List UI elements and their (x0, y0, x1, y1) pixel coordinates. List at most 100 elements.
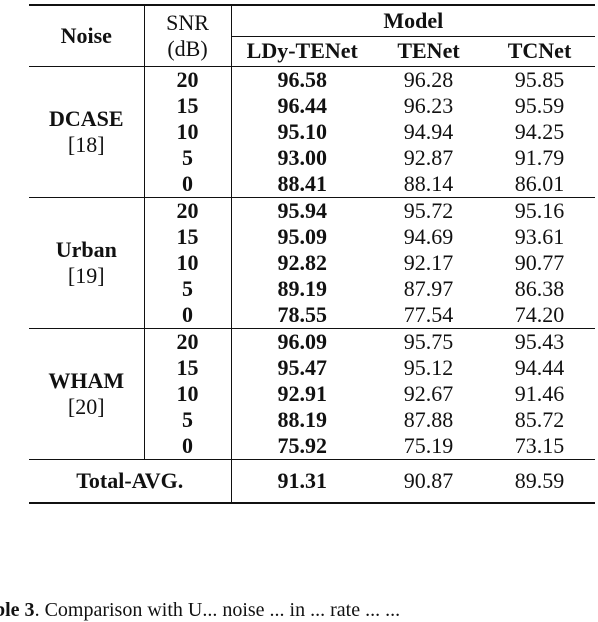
value-cell-tenet: 96.23 (403, 93, 454, 118)
model-col-ldy-tenet: LDy-TENet (231, 35, 373, 67)
table-row: 5 88.19 87.88 85.72 (29, 407, 595, 433)
noise-name: DCASE (48, 106, 124, 131)
results-table: Noise SNR Model (dB) LDy-TENet TENet TCN… (29, 4, 596, 504)
snr-cell: 5 (144, 145, 232, 171)
value-cell-tenet: 95.72 (403, 198, 454, 223)
table-row: 10 95.10 94.94 94.25 (29, 119, 595, 145)
value-cell-ldy-tenet: 75.92 (277, 433, 328, 458)
value-cell-tenet: 92.87 (403, 145, 454, 170)
value-cell-tenet: 94.94 (403, 119, 454, 144)
model-header: Model (383, 7, 444, 33)
value-cell-tenet: 88.14 (403, 171, 454, 196)
value-cell-tcnet: 94.25 (514, 119, 565, 144)
snr-unit-header: (dB) (144, 36, 232, 67)
value-cell-tenet: 75.19 (403, 433, 454, 458)
caption-label: ble 3 (0, 599, 35, 621)
value-cell-tcnet: 91.79 (514, 145, 565, 170)
snr-cell: 20 (144, 328, 232, 355)
value-cell-tcnet: 90.77 (514, 250, 565, 275)
noise-group-cell: Urban [19] (29, 197, 145, 329)
total-row: Total-AVG. 91.31 90.87 89.59 (29, 459, 596, 503)
value-cell-tenet: 95.12 (403, 355, 454, 380)
noise-citation: [18] (67, 132, 105, 157)
total-tenet: 90.87 (403, 468, 454, 493)
value-cell-tcnet: 95.16 (514, 198, 565, 223)
snr-cell: 20 (144, 197, 232, 224)
value-cell-ldy-tenet: 96.58 (277, 67, 328, 92)
value-cell-ldy-tenet: 96.09 (277, 329, 328, 354)
snr-cell: 15 (144, 93, 232, 119)
value-cell-ldy-tenet: 95.94 (277, 198, 328, 223)
value-cell-tenet: 87.88 (403, 407, 454, 432)
value-cell-tenet: 87.97 (403, 276, 454, 301)
value-cell-tenet: 77.54 (403, 302, 454, 327)
snr-cell: 5 (144, 407, 232, 433)
value-cell-tenet: 92.17 (403, 250, 454, 275)
value-cell-tcnet: 93.61 (514, 224, 565, 249)
value-cell-ldy-tenet: 92.91 (277, 381, 328, 406)
snr-header: SNR (144, 5, 232, 36)
snr-cell: 5 (144, 276, 232, 302)
table-row: 10 92.91 92.67 91.46 (29, 381, 595, 407)
value-cell-ldy-tenet: 96.44 (277, 93, 328, 118)
value-cell-ldy-tenet: 93.00 (277, 145, 328, 170)
model-col-tenet: TENet (373, 35, 484, 67)
table-caption: ble 3. Comparison with U... noise ... in… (0, 598, 400, 622)
value-cell-tcnet: 95.85 (514, 67, 565, 92)
total-ldy-tenet: 91.31 (277, 468, 328, 493)
noise-name: WHAM (48, 368, 125, 393)
value-cell-ldy-tenet: 95.47 (277, 355, 328, 380)
noise-header: Noise (29, 5, 145, 67)
results-body: DCASE [18] 20 96.58 96.28 95.85 15 96.44 96.23 95… (29, 66, 596, 460)
snr-cell: 15 (144, 224, 232, 250)
table-row: 15 96.44 96.23 95.59 (29, 93, 595, 119)
value-cell-tenet: 95.75 (403, 329, 454, 354)
table-row: 0 88.41 88.14 86.01 (29, 171, 595, 198)
table-row: 15 95.47 95.12 94.44 (29, 355, 595, 381)
table-row: 15 95.09 94.69 93.61 (29, 224, 595, 250)
header-row-1: Noise SNR Model (29, 5, 596, 67)
value-cell-tenet: 94.69 (403, 224, 454, 249)
table-row: DCASE [18] 20 96.58 96.28 95.85 (29, 66, 596, 198)
snr-cell: 0 (144, 171, 232, 198)
value-cell-tcnet: 86.01 (514, 171, 565, 196)
value-cell-tcnet: 73.15 (514, 433, 565, 458)
noise-citation: [19] (67, 263, 105, 288)
value-cell-ldy-tenet: 89.19 (277, 276, 328, 301)
table-row: Urban [19] 20 95.94 95.72 95.16 (29, 197, 596, 329)
model-col-tcnet: TCNet (484, 35, 596, 67)
snr-cell: 20 (144, 66, 232, 93)
noise-name: Urban (55, 237, 117, 262)
value-cell-tcnet: 86.38 (514, 276, 565, 301)
total-tcnet: 89.59 (514, 468, 565, 493)
caption-text: . Comparison with U... noise ... in ... … (34, 599, 401, 621)
noise-group-cell: DCASE [18] (29, 66, 145, 198)
table-row: 10 92.82 92.17 90.77 (29, 250, 595, 276)
snr-cell: 10 (144, 119, 232, 145)
value-cell-tcnet: 95.59 (514, 93, 565, 118)
value-cell-ldy-tenet: 88.19 (277, 407, 328, 432)
value-cell-tcnet: 91.46 (514, 381, 565, 406)
total-label: Total-AVG. (29, 459, 232, 503)
table-row: 5 93.00 92.87 91.79 (29, 145, 595, 171)
value-cell-tenet: 96.28 (403, 67, 454, 92)
value-cell-tcnet: 95.43 (514, 329, 565, 354)
value-cell-tcnet: 94.44 (514, 355, 565, 380)
snr-cell: 10 (144, 250, 232, 276)
table-row: 0 75.92 75.19 73.15 (29, 433, 595, 460)
value-cell-tcnet: 74.20 (514, 302, 565, 327)
snr-cell: 10 (144, 381, 232, 407)
table-row: 5 89.19 87.97 86.38 (29, 276, 595, 302)
value-cell-ldy-tenet: 88.41 (277, 171, 328, 196)
noise-group-cell: WHAM [20] (29, 328, 145, 460)
table-row: 0 78.55 77.54 74.20 (29, 302, 595, 329)
header-row-2: (dB) LDy-TENet TENet TCNet (29, 35, 596, 67)
snr-cell: 15 (144, 355, 232, 381)
snr-cell: 0 (144, 302, 232, 329)
value-cell-ldy-tenet: 95.10 (277, 119, 328, 144)
snr-cell: 0 (144, 433, 232, 460)
value-cell-tenet: 92.67 (403, 381, 454, 406)
value-cell-ldy-tenet: 92.82 (277, 250, 328, 275)
noise-citation: [20] (67, 394, 105, 419)
value-cell-ldy-tenet: 95.09 (277, 224, 328, 249)
